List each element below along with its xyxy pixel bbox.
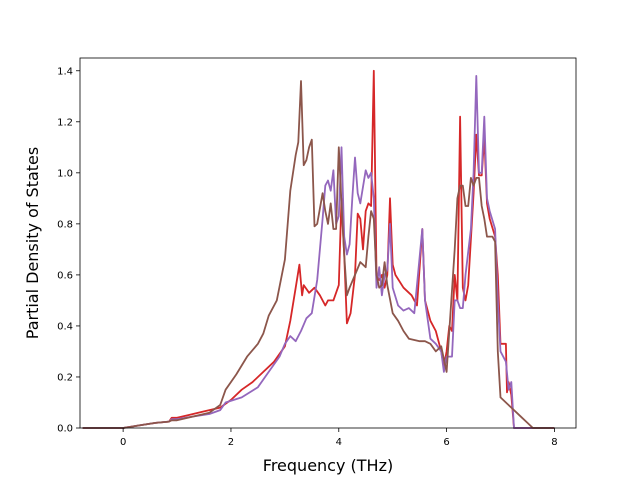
- series-line-2: [82, 75, 555, 429]
- y-tick-label: 0.4: [57, 321, 73, 332]
- axes-frame: [79, 57, 577, 429]
- x-tick-label: 2: [228, 437, 234, 448]
- x-tick-label: 0: [120, 437, 126, 448]
- y-tick-label: 1.2: [57, 117, 73, 128]
- x-tick-label: 4: [336, 437, 342, 448]
- y-tick-label: 0.2: [57, 372, 73, 383]
- x-tick-label: 8: [551, 437, 557, 448]
- y-tick-label: 1.0: [57, 168, 73, 179]
- y-axis: 0.0 0.2 0.4 0.6 0.8 1.0 1.2 1.4: [57, 66, 80, 435]
- x-axis: 0 2 4 6 8: [120, 428, 558, 448]
- y-tick-label: 0.0: [57, 424, 73, 435]
- y-axis-label: Partial Density of States: [23, 147, 42, 339]
- plot-area: [82, 69, 555, 429]
- x-tick-label: 6: [443, 437, 449, 448]
- y-tick-label: 0.8: [57, 219, 73, 230]
- series-line-3: [82, 80, 555, 429]
- x-axis-label: Frequency (THz): [263, 456, 393, 475]
- y-tick-label: 0.6: [57, 270, 73, 281]
- y-tick-label: 1.4: [57, 66, 73, 77]
